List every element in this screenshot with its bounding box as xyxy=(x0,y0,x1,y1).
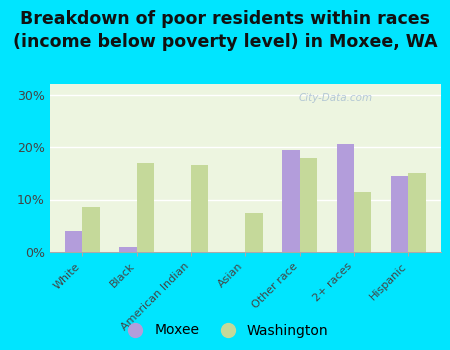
Bar xyxy=(300,158,317,252)
Bar xyxy=(191,166,208,252)
Text: City-Data.com: City-Data.com xyxy=(298,93,372,103)
Bar xyxy=(354,192,371,252)
Text: Breakdown of poor residents within races
(income below poverty level) in Moxee, : Breakdown of poor residents within races… xyxy=(13,10,437,51)
Bar xyxy=(136,163,154,252)
Bar xyxy=(82,207,99,252)
Bar xyxy=(391,176,409,252)
Legend: Moxee, Washington: Moxee, Washington xyxy=(116,318,334,343)
Bar xyxy=(65,231,82,252)
Bar xyxy=(409,173,426,252)
Bar xyxy=(337,144,354,252)
Bar xyxy=(245,212,263,252)
Bar xyxy=(119,247,136,252)
Bar xyxy=(282,150,300,252)
